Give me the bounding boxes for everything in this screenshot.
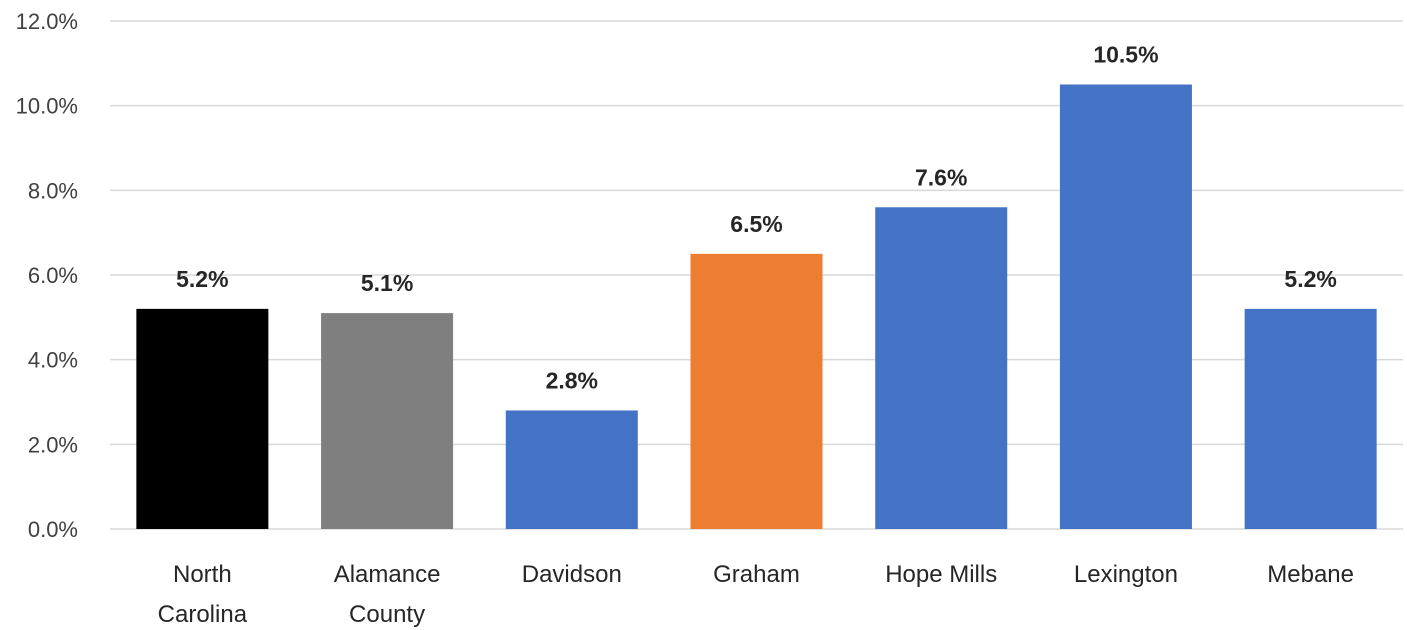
x-category-label: Davidson [522,561,622,588]
bar [136,308,269,529]
x-category-label: Lexington [1074,561,1178,588]
x-category-label: Alamance County [334,561,441,628]
x-category-label: Mebane [1267,561,1354,588]
bar [1244,308,1377,529]
y-tick-label: 10.0% [16,94,78,119]
x-category-label: North Carolina [158,561,248,628]
data-label: 10.5% [1093,42,1158,68]
data-label: 7.6% [915,164,967,190]
y-tick-label: 12.0% [16,9,78,34]
y-tick-label: 6.0% [28,263,78,288]
y-tick-label: 0.0% [28,517,78,542]
bar [321,313,454,529]
bar [875,207,1008,529]
bar [505,410,638,529]
x-axis-category-labels: North Carolina Alamance County Davidson Graha… [158,561,1354,628]
x-category-label: Graham [713,561,800,588]
data-label: 5.2% [176,266,228,292]
y-tick-label: 8.0% [28,178,78,203]
data-label: 5.2% [1284,266,1336,292]
data-labels: 5.2% 5.1% 2.8% 6.5% 7.6% 10.5% 5.2% [176,42,1337,394]
y-tick-label: 4.0% [28,348,78,373]
data-label: 2.8% [546,367,598,393]
y-tick-label: 2.0% [28,432,78,457]
bar [690,253,823,530]
data-label: 5.1% [361,270,413,296]
bar [1059,84,1192,529]
x-category-label: Hope Mills [885,561,997,588]
y-axis-tick-labels: 0.0% 2.0% 4.0% 6.0% 8.0% 10.0% 12.0% [16,9,78,542]
data-label: 6.5% [730,211,782,237]
bars [136,84,1377,530]
